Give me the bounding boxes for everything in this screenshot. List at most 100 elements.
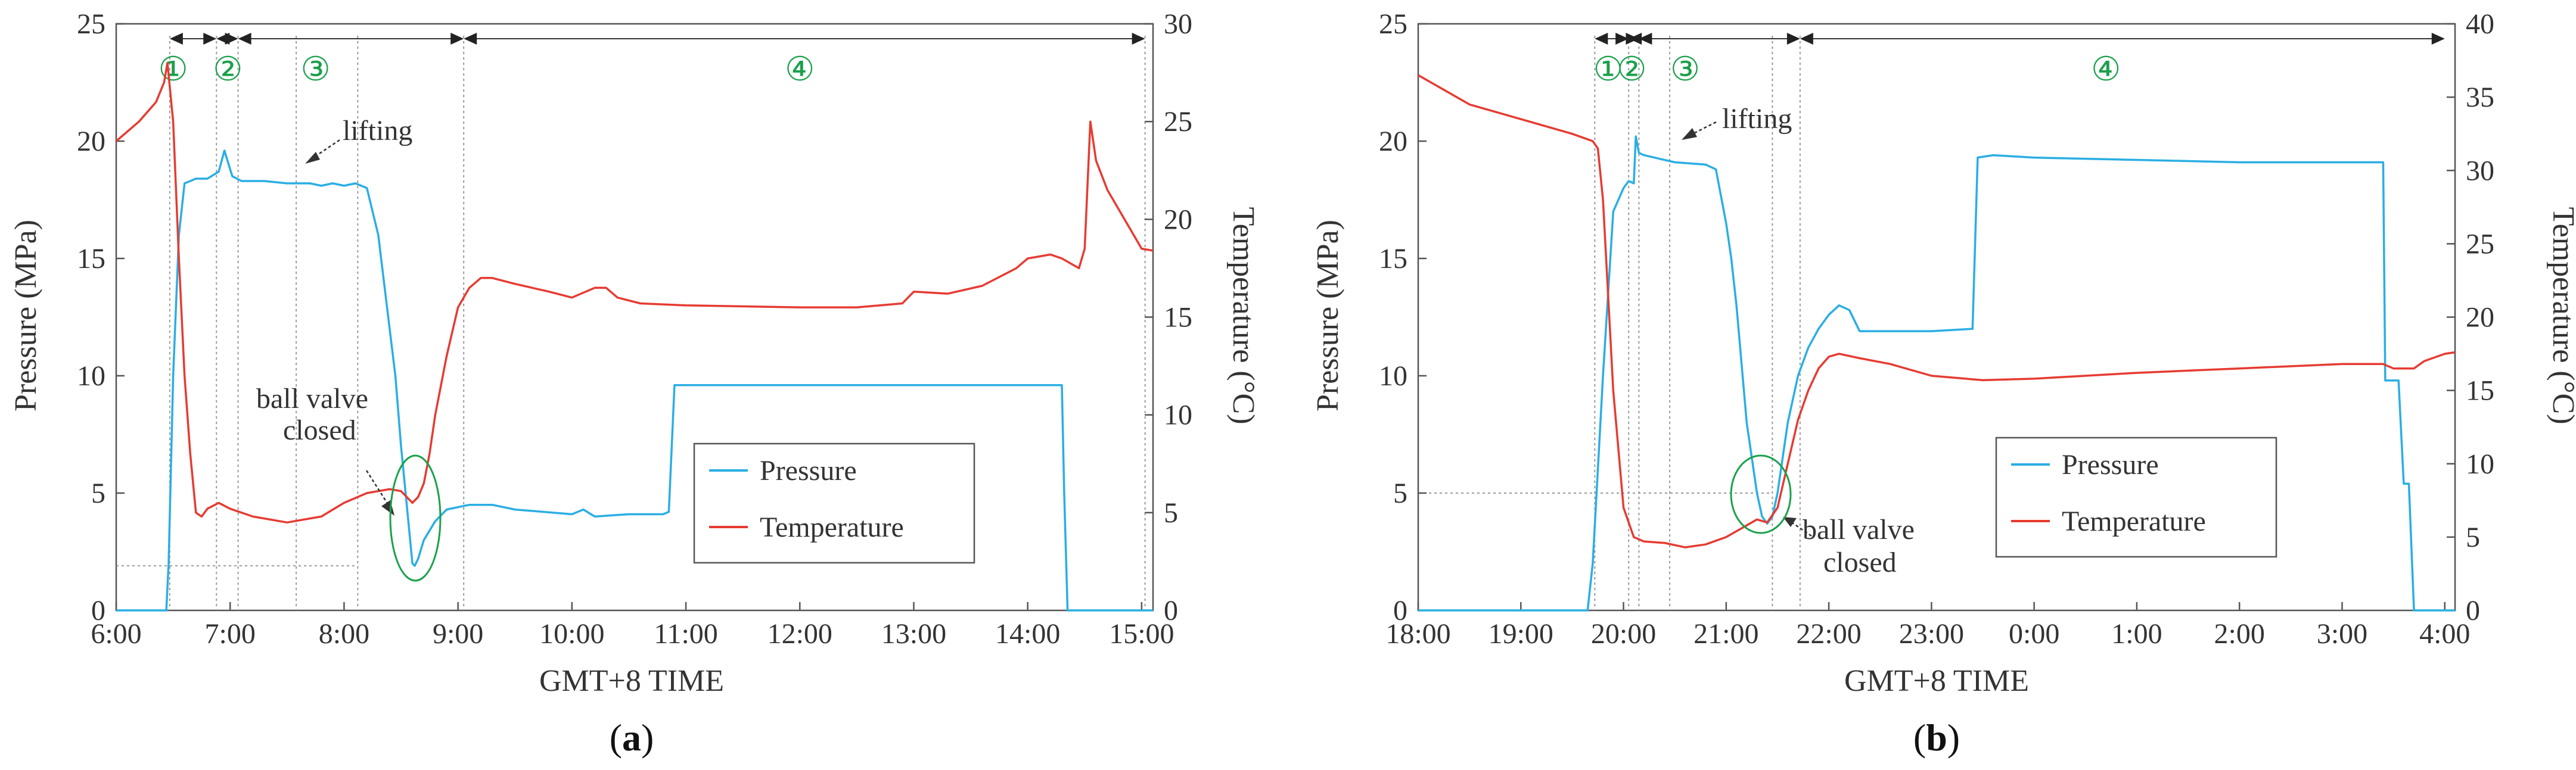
stage-arrowhead-left [1800, 33, 1813, 45]
right-y-tick-label: 20 [2466, 302, 2494, 333]
x-tick-label: 19:00 [1489, 618, 1553, 650]
stage-label: ② [1617, 51, 1646, 88]
legend-box [693, 442, 975, 564]
stage-label: ④ [2091, 51, 2121, 88]
legend-temperature-label: Temperature [2062, 506, 2206, 537]
lifting-label: lifting [1722, 103, 1792, 135]
x-tick-label: 1:00 [2111, 618, 2162, 650]
pressure-series-line [1418, 135, 2455, 612]
left-y-tick-label: 5 [1393, 478, 1407, 509]
temperature-series-line [115, 61, 1154, 524]
stage-label: ③ [301, 51, 331, 88]
right-y-tick-label: 40 [2466, 8, 2494, 40]
stage-arrowhead-left [1639, 33, 1652, 45]
series-lines [1418, 74, 2456, 612]
annotations: lifting ball valve closed [1682, 103, 1915, 578]
right-y-tick-label: 35 [2466, 82, 2494, 113]
guide-lines [116, 36, 1146, 610]
right-y-tick-label: 30 [1164, 8, 1192, 40]
ball-valve-arrowhead [381, 500, 394, 516]
left-y-tick-label: 20 [1379, 126, 1407, 157]
stage-arrowhead-right [203, 33, 217, 45]
right-axis-ticks: 0 5 10 15 20 25 30 [1145, 8, 1192, 626]
legend-pressure-label: Pressure [2062, 449, 2159, 481]
x-tick-label: 8:00 [319, 618, 369, 650]
x-tick-label: 20:00 [1591, 618, 1656, 650]
x-tick-label: 7:00 [205, 618, 256, 650]
x-axis-ticks: 18:00 19:00 20:00 21:00 22:00 23:00 0:00 1:00 2:… [1385, 602, 2470, 650]
stage-arrowhead-right [450, 33, 464, 45]
legend-pressure-label: Pressure [760, 455, 857, 487]
legend: Pressure Temperature [1995, 437, 2277, 558]
pressure-series-line [116, 149, 1153, 612]
plot-frame [115, 23, 1154, 612]
right-y-tick-label: 0 [2466, 595, 2480, 626]
right-y-tick-label: 20 [1164, 204, 1192, 235]
left-axis-label: Pressure (MPa) [1311, 220, 1345, 412]
x-axis-label: GMT+8 TIME [539, 664, 724, 698]
stage-label: ④ [785, 51, 815, 88]
x-tick-label: 2:00 [2214, 618, 2265, 650]
annotations: lifting ball valve closed [256, 115, 442, 582]
legend-temperature-label: Temperature [760, 512, 904, 543]
x-axis-ticks: 6:00 7:00 8:00 9:00 10:00 11:00 12:00 13:00 14:0… [91, 602, 1174, 650]
x-tick-label: 6:00 [91, 618, 141, 650]
right-y-tick-label: 10 [1164, 400, 1192, 431]
stage-arrowhead-right [2431, 33, 2445, 45]
left-axis-ticks: 0 5 10 15 20 25 [77, 8, 125, 626]
left-y-tick-label: 10 [1379, 360, 1407, 392]
left-axis-label: Pressure (MPa) [9, 220, 43, 412]
right-y-tick-label: 25 [2466, 228, 2494, 260]
x-tick-label: 9:00 [433, 618, 483, 650]
panel-label: (b) [1913, 716, 1960, 759]
lifting-arrow [315, 139, 340, 157]
stage-arrowhead-left [169, 33, 183, 45]
stage-label: ① [1593, 51, 1623, 88]
series-lines [115, 61, 1154, 612]
stage-arrowhead-right [1615, 33, 1629, 45]
stage-label: ① [159, 51, 188, 88]
stage-arrows [1595, 33, 2445, 45]
ball-valve-label-2: closed [1823, 547, 1897, 578]
lifting-label: lifting [343, 115, 412, 146]
left-axis-ticks: 0 5 10 15 20 25 [1379, 8, 1427, 626]
legend-box [1995, 437, 2277, 558]
x-tick-label: 15:00 [1109, 618, 1174, 650]
ball-valve-label-1: ball valve [1803, 514, 1915, 545]
left-y-tick-label: 25 [77, 8, 105, 40]
left-y-tick-label: 25 [1379, 8, 1407, 40]
right-y-tick-label: 15 [2466, 375, 2494, 407]
left-y-tick-label: 20 [77, 126, 105, 157]
ball-valve-arrowhead [1783, 517, 1797, 527]
right-y-tick-label: 0 [1164, 595, 1178, 626]
ball-valve-label-1: ball valve [256, 383, 368, 414]
x-tick-label: 23:00 [1899, 618, 1964, 650]
x-tick-label: 14:00 [995, 618, 1060, 650]
lifting-arrowhead [305, 152, 320, 164]
x-tick-label: 21:00 [1693, 618, 1758, 650]
ball-valve-circle [1730, 454, 1792, 534]
x-tick-label: 10:00 [539, 618, 604, 650]
x-tick-label: 13:00 [881, 618, 946, 650]
legend: Pressure Temperature [693, 442, 975, 564]
left-y-tick-label: 5 [91, 478, 105, 509]
left-y-tick-label: 10 [77, 360, 105, 392]
left-y-tick-label: 15 [77, 243, 105, 275]
stage-arrowhead-left [238, 33, 251, 45]
x-tick-label: 22:00 [1796, 618, 1861, 650]
ball-valve-circle [389, 454, 442, 582]
left-y-tick-label: 0 [1393, 595, 1407, 626]
x-tick-label: 4:00 [2419, 618, 2470, 650]
stage-label: ③ [1670, 51, 1700, 88]
stage-label: ② [213, 51, 243, 88]
stage-arrowhead-right [225, 33, 238, 45]
right-y-tick-label: 30 [2466, 155, 2494, 186]
stage-arrows [169, 33, 1145, 45]
x-axis-label: GMT+8 TIME [1844, 664, 2029, 698]
x-tick-label: 3:00 [2317, 618, 2367, 650]
plot-frame [1417, 23, 2456, 612]
right-y-tick-label: 10 [2466, 448, 2494, 480]
